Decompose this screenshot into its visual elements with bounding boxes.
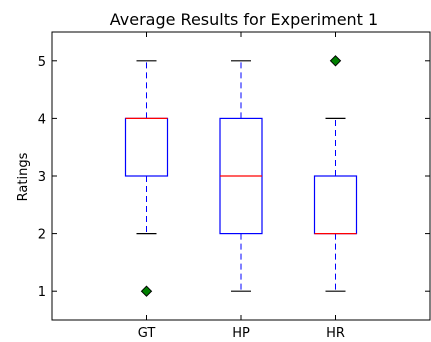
outlier-marker-gt [140,285,153,297]
x-tick-label: HP [232,326,250,338]
outlier-marker-hr [329,55,342,67]
x-tick-label: GT [138,326,156,338]
chart-title: Average Results for Experiment 1 [110,10,378,29]
y-axis-label: Ratings [16,152,31,201]
x-tick-label: HR [326,326,345,338]
box-hr [313,175,358,235]
y-tick-label: 3 [38,170,46,185]
y-tick-label: 2 [38,228,46,243]
y-tick-label: 4 [38,112,46,127]
y-tick-label: 5 [38,55,46,70]
y-tick-label: 1 [38,285,46,300]
plot-area: 1 2 3 4 5 GT HP HR [38,31,431,341]
box-gt [124,117,169,177]
